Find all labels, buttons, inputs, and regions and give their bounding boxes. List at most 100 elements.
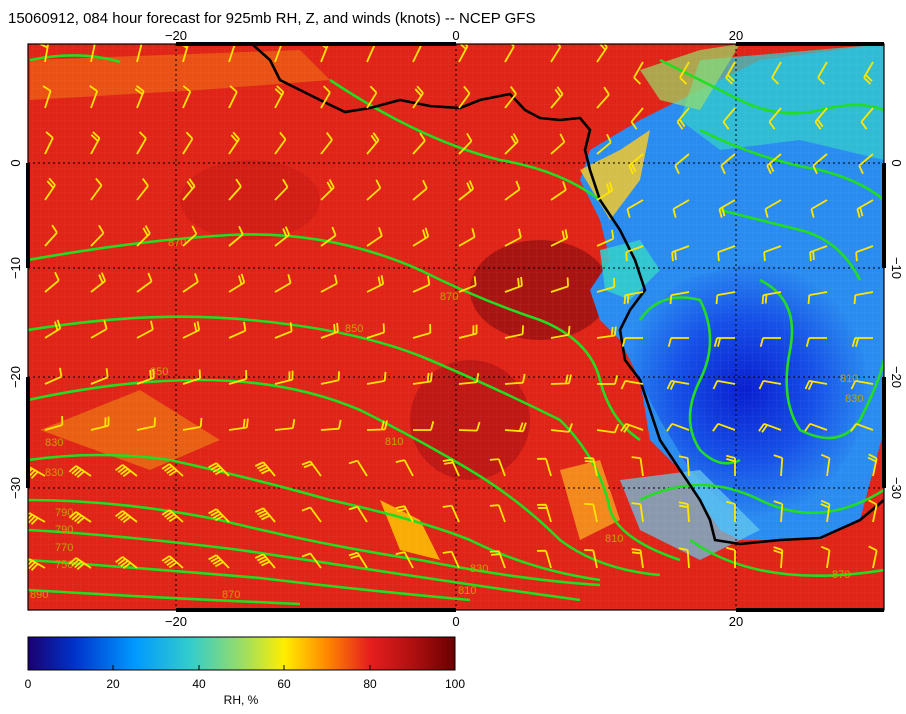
wind-barb xyxy=(851,337,873,347)
wind-barb xyxy=(536,503,552,523)
wind-barb xyxy=(504,422,527,433)
contour-label: 810 xyxy=(840,373,858,385)
wind-barb xyxy=(812,153,828,175)
wind-barb xyxy=(758,380,782,390)
axis-bars xyxy=(26,42,886,612)
wind-barb xyxy=(366,323,385,339)
wind-barb xyxy=(208,554,230,569)
wind-barb xyxy=(855,245,874,262)
wind-barb xyxy=(820,499,831,523)
wind-barb xyxy=(853,291,874,305)
wind-barb xyxy=(584,503,598,523)
wind-barb xyxy=(458,228,476,247)
wind-barb xyxy=(773,454,784,477)
wind-barb xyxy=(136,368,155,385)
wind-barb xyxy=(136,131,147,155)
wind-barb xyxy=(804,380,828,390)
wind-barb xyxy=(395,551,414,569)
wind-barb xyxy=(536,457,552,477)
wind-barb xyxy=(228,178,242,201)
wind-barb xyxy=(713,337,735,347)
wind-barb xyxy=(625,245,644,262)
coastline xyxy=(251,44,884,546)
wind-barb xyxy=(868,499,878,523)
wind-barb xyxy=(274,178,289,201)
wind-barb xyxy=(320,85,331,109)
wind-barb xyxy=(804,422,828,432)
wind-barb xyxy=(550,86,564,109)
lon-tick-label: −20 xyxy=(165,614,187,629)
lat-tick-label: −30 xyxy=(8,477,23,499)
wind-barb xyxy=(90,44,96,63)
contour-label: 830 xyxy=(45,467,63,479)
wind-barb xyxy=(666,422,690,432)
wind-barb xyxy=(136,417,156,431)
contour-label: 830 xyxy=(845,393,863,405)
contour-label: 790 xyxy=(55,524,73,536)
contour-label: 830 xyxy=(45,437,63,449)
wind-barb xyxy=(504,325,524,339)
wind-barb xyxy=(442,504,460,523)
wind-barb xyxy=(320,322,339,339)
wind-barb xyxy=(44,415,64,431)
wind-barb xyxy=(550,181,567,201)
wind-barb xyxy=(550,277,569,293)
wind-barb xyxy=(208,508,230,523)
colorbar-gradient xyxy=(27,636,456,671)
wind-barb xyxy=(301,552,322,569)
wind-barb xyxy=(504,276,523,293)
colorbar-tick-label: 60 xyxy=(277,677,291,691)
wind-barb xyxy=(228,85,238,109)
wind-barb xyxy=(489,550,506,569)
colorbar-label: RH, % xyxy=(224,693,259,707)
wind-barb xyxy=(136,272,153,293)
wind-barb xyxy=(412,179,428,201)
wind-barb xyxy=(320,132,333,155)
wind-barb xyxy=(228,321,247,339)
wind-barb xyxy=(550,423,573,433)
wind-barb xyxy=(366,227,383,247)
wind-barb xyxy=(596,326,617,339)
wind-barb xyxy=(68,557,92,570)
colorbar-tick-label: 20 xyxy=(106,677,120,691)
wind-barb xyxy=(395,505,414,523)
wind-barb xyxy=(712,380,736,390)
wind-barb xyxy=(679,61,690,85)
wind-barb xyxy=(722,107,736,130)
contour-labels: 870 870 850 850 830 830 810 810 790 790 … xyxy=(30,237,863,601)
wind-barb xyxy=(860,107,874,130)
wind-barb xyxy=(807,291,828,305)
wind-barb xyxy=(584,549,598,569)
colorbar-tick-label: 100 xyxy=(445,677,465,691)
wind-barb xyxy=(274,131,287,155)
wind-barb xyxy=(28,512,46,525)
wind-barb xyxy=(458,180,475,201)
wind-barb xyxy=(504,228,522,247)
wind-barb xyxy=(766,153,782,175)
wind-barbs xyxy=(28,44,878,571)
wind-barb xyxy=(366,179,382,201)
wind-barb xyxy=(68,511,92,524)
wind-barb xyxy=(228,273,246,293)
wind-barb xyxy=(90,368,109,385)
wind-barb xyxy=(458,276,477,293)
wind-barb xyxy=(320,274,338,293)
wind-barb xyxy=(726,500,736,522)
wind-barb xyxy=(550,44,562,63)
wind-barb xyxy=(182,321,201,339)
wind-barb xyxy=(672,199,690,218)
wind-barb xyxy=(669,291,690,305)
wind-barb xyxy=(161,463,184,477)
wind-barb xyxy=(115,556,138,570)
wind-barb xyxy=(489,458,506,477)
wind-barb xyxy=(674,153,690,175)
wind-barb xyxy=(504,180,521,201)
wind-barb xyxy=(90,320,108,339)
wind-barb xyxy=(348,459,368,477)
wind-barb xyxy=(254,553,276,569)
wind-barb xyxy=(182,178,196,201)
wind-barb xyxy=(504,44,515,63)
wind-barb xyxy=(764,199,782,218)
contour-label: 870 xyxy=(222,589,240,601)
wind-barb xyxy=(678,455,690,477)
